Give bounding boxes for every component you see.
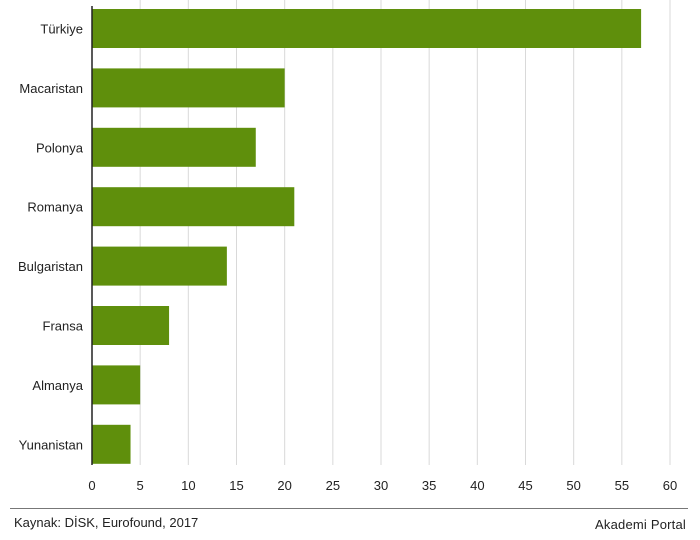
bar (92, 306, 170, 345)
bar (92, 246, 227, 286)
category-label: Fransa (43, 319, 84, 334)
x-tick-label: 55 (615, 478, 629, 493)
category-label: Türkiye (40, 22, 83, 37)
footer-divider (10, 508, 688, 509)
x-tick-label: 5 (137, 478, 144, 493)
bar (92, 68, 285, 108)
bar (92, 9, 642, 48)
x-tick-label: 0 (88, 478, 95, 493)
x-tick-label: 15 (229, 478, 243, 493)
bar (92, 127, 256, 167)
tick-labels: 0 5 10 15 20 25 30 35 40 45 50 55 60 (88, 478, 677, 493)
x-tick-label: 35 (422, 478, 436, 493)
category-labels: Türkiye Macaristan Polonya Romanya Bulgarist… (18, 22, 84, 453)
bar (92, 365, 141, 405)
bar-group (92, 9, 642, 464)
category-label: Romanya (27, 200, 83, 215)
x-tick-label: 30 (374, 478, 388, 493)
x-tick-label: 25 (326, 478, 340, 493)
x-tick-label: 40 (470, 478, 484, 493)
category-label: Almanya (32, 378, 83, 393)
x-tick-label: 20 (277, 478, 291, 493)
x-tick-label: 50 (566, 478, 580, 493)
brand-label: Akademi Portal (595, 517, 686, 532)
x-tick-label: 60 (663, 478, 677, 493)
source-note: Kaynak: DİSK, Eurofound, 2017 (14, 515, 199, 530)
category-label: Polonya (36, 140, 84, 155)
x-tick-label: 45 (518, 478, 532, 493)
x-tick-label: 10 (181, 478, 195, 493)
category-label: Macaristan (19, 81, 83, 96)
bar (92, 187, 295, 227)
bar-chart: Türkiye Macaristan Polonya Romanya Bulgarist… (18, 0, 677, 493)
category-label: Yunanistan (19, 437, 83, 452)
category-label: Bulgaristan (18, 259, 83, 274)
bar (92, 424, 131, 464)
